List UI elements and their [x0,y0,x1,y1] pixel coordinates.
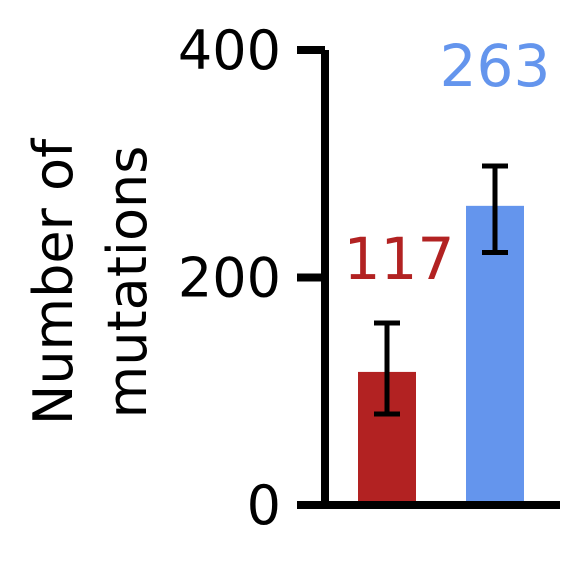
bars [358,205,524,505]
y-axis-label-line-1: Number of [22,137,85,425]
bar-value-label-0: 117 [344,225,455,293]
bar-value-labels: 117 263 [344,32,551,293]
y-axis-label-line-2: mutations [96,146,159,419]
error-bar-0 [374,320,400,417]
error-bars [374,163,508,417]
bar-1 [466,205,524,505]
bar-value-label-1: 263 [440,32,551,100]
error-bar-1 [482,163,508,255]
y-axis-ticks: 0 200 400 [178,19,325,537]
y-axis-label: Number of mutations [22,137,159,425]
y-tick-label-2: 400 [178,19,281,82]
y-tick-label-0: 0 [247,474,281,537]
y-tick-label-1: 200 [178,247,281,310]
